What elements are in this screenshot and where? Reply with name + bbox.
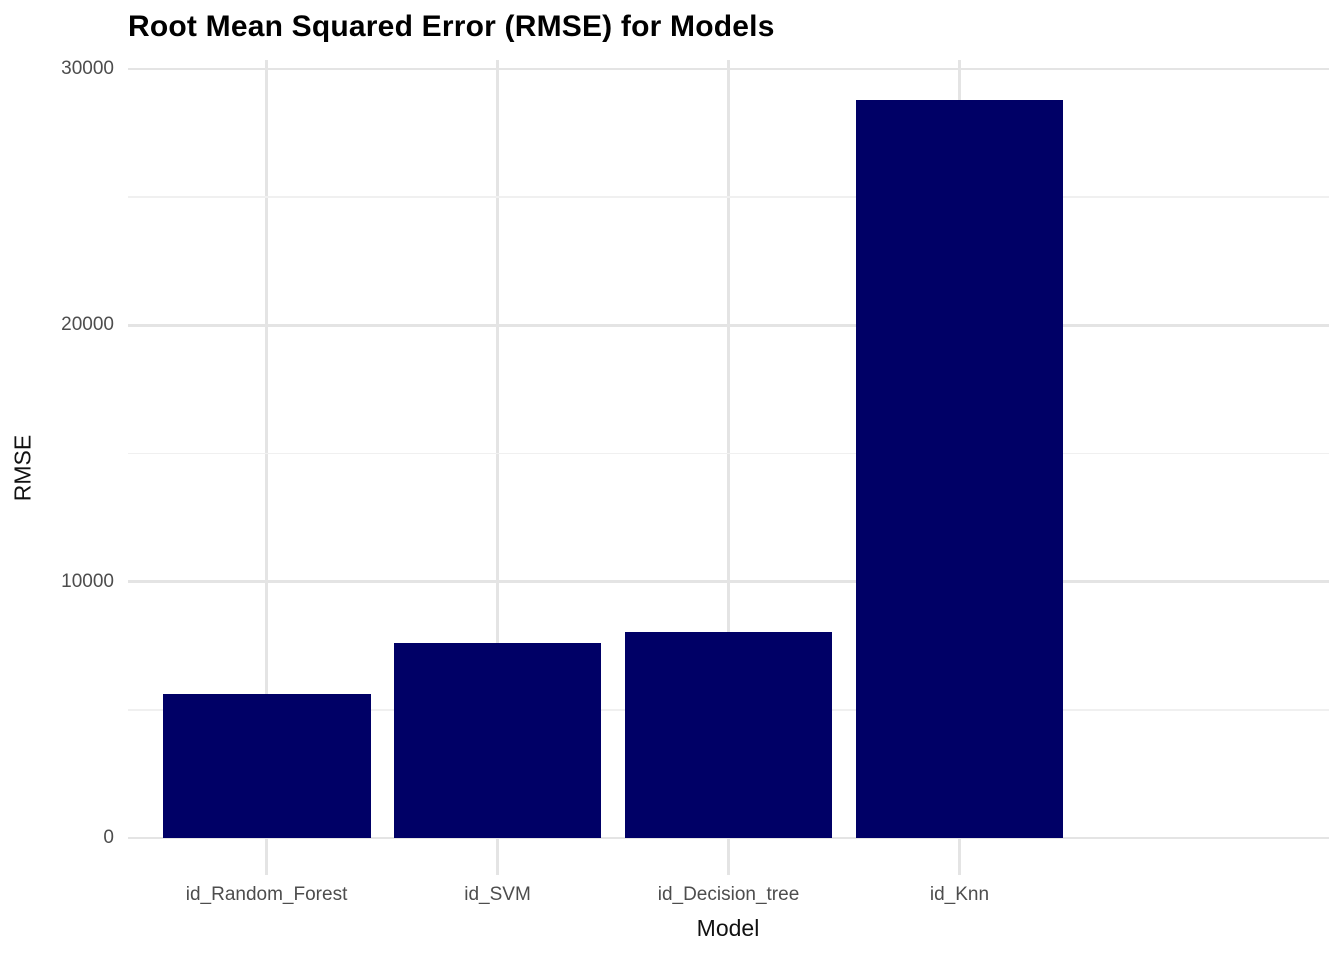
x-axis-title: Model (696, 915, 760, 941)
y-gridline-major (128, 836, 1329, 840)
bar (855, 99, 1064, 838)
bar (393, 643, 602, 838)
x-gridline-major (265, 60, 268, 875)
plot-panel (128, 60, 1329, 875)
x-tick-label: id_Knn (929, 884, 990, 905)
x-gridline-major (496, 60, 499, 875)
bar (624, 631, 833, 838)
y-axis-title: RMSE (9, 434, 36, 502)
y-gridline-major (128, 580, 1329, 583)
x-tick-label: id_Random_Forest (185, 884, 348, 905)
y-tick-label: 10000 (61, 570, 114, 592)
y-gridline-major (128, 324, 1329, 327)
y-gridline-major (128, 67, 1329, 71)
x-tick-label: id_SVM (464, 884, 531, 905)
x-gridline-major (727, 60, 730, 875)
y-gridline-minor (128, 196, 1329, 198)
y-tick-label: 0 (103, 827, 114, 848)
bar (162, 694, 371, 838)
y-tick-label: 30000 (61, 58, 114, 79)
y-gridline-minor (128, 452, 1329, 455)
y-tick-label: 20000 (61, 314, 114, 336)
chart-title: Root Mean Squared Error (RMSE) for Model… (128, 10, 775, 43)
x-tick-label: id_Decision_tree (657, 884, 800, 905)
